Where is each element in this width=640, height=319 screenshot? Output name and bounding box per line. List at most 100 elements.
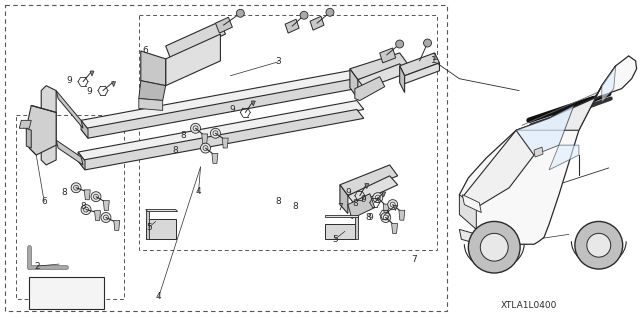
- Polygon shape: [202, 134, 208, 144]
- Polygon shape: [26, 128, 31, 148]
- Polygon shape: [460, 56, 637, 244]
- Polygon shape: [166, 21, 225, 59]
- Circle shape: [424, 39, 431, 47]
- Circle shape: [587, 234, 611, 257]
- Polygon shape: [394, 206, 397, 211]
- Bar: [5, 5, 447, 311]
- Circle shape: [191, 123, 200, 133]
- Polygon shape: [462, 195, 481, 212]
- Text: 8: 8: [365, 213, 371, 222]
- Text: 9: 9: [345, 188, 351, 197]
- Circle shape: [81, 204, 91, 214]
- Polygon shape: [19, 120, 31, 128]
- Circle shape: [101, 212, 111, 222]
- Circle shape: [300, 11, 308, 19]
- Polygon shape: [383, 204, 389, 214]
- Polygon shape: [78, 152, 85, 170]
- Polygon shape: [252, 101, 255, 106]
- Polygon shape: [166, 34, 220, 85]
- Polygon shape: [139, 81, 166, 100]
- Text: 8: 8: [292, 202, 298, 211]
- Polygon shape: [460, 229, 496, 249]
- Polygon shape: [340, 165, 397, 196]
- Circle shape: [381, 212, 390, 222]
- Polygon shape: [26, 106, 56, 155]
- Polygon shape: [350, 69, 358, 99]
- Polygon shape: [392, 224, 397, 234]
- Polygon shape: [310, 16, 324, 30]
- Text: XTLA1L0400: XTLA1L0400: [501, 301, 557, 310]
- Polygon shape: [103, 201, 109, 211]
- Text: 3: 3: [275, 57, 281, 66]
- Circle shape: [236, 9, 244, 17]
- Polygon shape: [41, 85, 56, 165]
- Text: 9: 9: [66, 76, 72, 85]
- Polygon shape: [399, 53, 440, 76]
- Polygon shape: [358, 64, 408, 89]
- Circle shape: [71, 183, 81, 193]
- Text: 1: 1: [431, 53, 437, 63]
- Circle shape: [91, 192, 101, 202]
- Text: 9: 9: [360, 195, 365, 204]
- Polygon shape: [212, 153, 218, 163]
- Polygon shape: [56, 140, 83, 165]
- Polygon shape: [365, 184, 369, 189]
- Polygon shape: [111, 82, 116, 87]
- Polygon shape: [146, 219, 175, 239]
- Bar: [29, 277, 104, 309]
- Text: 9: 9: [86, 87, 92, 96]
- Circle shape: [480, 234, 508, 261]
- Circle shape: [372, 193, 383, 203]
- Polygon shape: [348, 176, 397, 204]
- Polygon shape: [146, 210, 148, 239]
- Polygon shape: [56, 91, 83, 128]
- Text: 8: 8: [173, 145, 179, 155]
- Polygon shape: [404, 63, 440, 84]
- Polygon shape: [146, 210, 178, 211]
- Text: 6: 6: [42, 197, 47, 206]
- Circle shape: [575, 221, 623, 269]
- Text: 6: 6: [142, 47, 148, 56]
- Circle shape: [200, 143, 211, 153]
- Text: 1: 1: [431, 56, 436, 65]
- Polygon shape: [81, 78, 367, 138]
- Polygon shape: [602, 66, 616, 102]
- Text: 4: 4: [156, 292, 161, 301]
- Circle shape: [396, 40, 404, 48]
- Bar: [139, 15, 438, 250]
- Text: 8: 8: [180, 131, 186, 140]
- Polygon shape: [380, 48, 396, 63]
- Polygon shape: [285, 19, 299, 33]
- Polygon shape: [325, 225, 355, 239]
- Polygon shape: [81, 69, 367, 129]
- Polygon shape: [114, 220, 120, 230]
- Text: 7: 7: [412, 255, 417, 263]
- Polygon shape: [460, 195, 476, 229]
- Polygon shape: [84, 190, 90, 200]
- Polygon shape: [348, 194, 375, 219]
- Polygon shape: [516, 106, 574, 155]
- Bar: [17, 115, 124, 299]
- Polygon shape: [381, 192, 386, 197]
- Polygon shape: [139, 99, 163, 110]
- Polygon shape: [141, 51, 166, 85]
- Polygon shape: [340, 185, 348, 213]
- Polygon shape: [355, 77, 385, 100]
- Circle shape: [211, 128, 220, 138]
- Text: 2: 2: [35, 262, 40, 271]
- Polygon shape: [355, 214, 358, 239]
- Polygon shape: [78, 109, 364, 170]
- Polygon shape: [462, 130, 534, 208]
- Text: 8: 8: [352, 199, 358, 208]
- Polygon shape: [90, 71, 94, 76]
- Polygon shape: [399, 66, 404, 93]
- Polygon shape: [95, 211, 100, 220]
- Polygon shape: [549, 145, 579, 170]
- Polygon shape: [516, 66, 616, 130]
- Polygon shape: [325, 214, 358, 218]
- Text: 8: 8: [80, 202, 86, 211]
- Polygon shape: [350, 53, 408, 80]
- Circle shape: [468, 221, 520, 273]
- Text: 9: 9: [367, 213, 372, 222]
- Polygon shape: [534, 147, 543, 157]
